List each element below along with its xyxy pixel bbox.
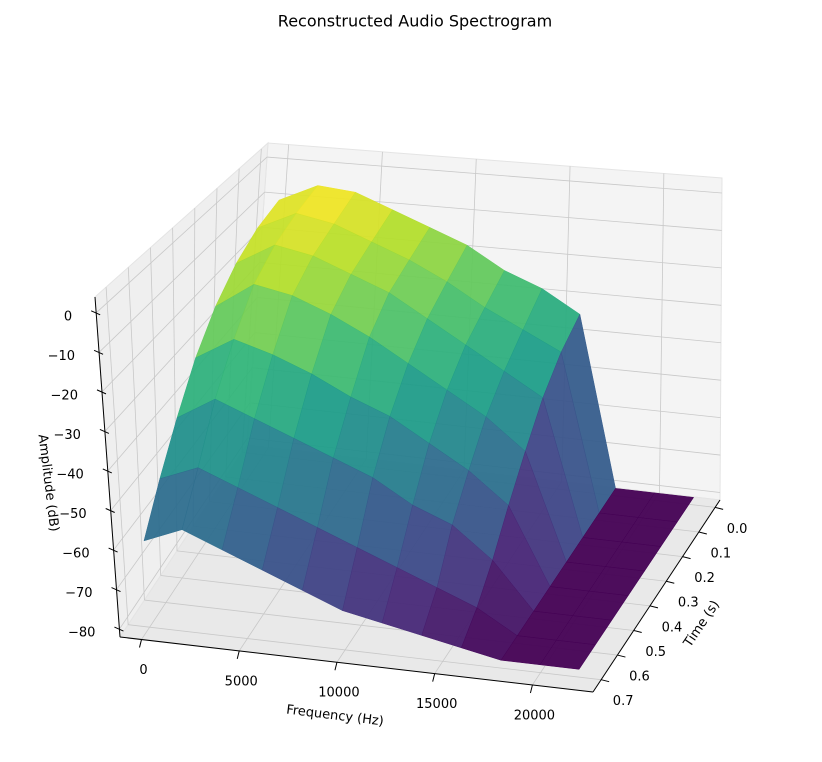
z-tick-label: −40 bbox=[56, 467, 83, 482]
axis-line bbox=[592, 499, 721, 693]
x-tick-label: 5000 bbox=[225, 674, 258, 689]
y-tick-label: 0.0 bbox=[727, 522, 748, 537]
tick-mark bbox=[601, 679, 610, 683]
grid-line bbox=[127, 267, 145, 601]
tick-mark bbox=[617, 654, 626, 658]
grid-line bbox=[95, 156, 268, 314]
y-tick-label: 0.7 bbox=[613, 694, 634, 709]
axis-line bbox=[119, 636, 594, 693]
grid-line bbox=[101, 227, 263, 393]
y-tick-label: 0.2 bbox=[694, 571, 715, 586]
x-tick-label: 20000 bbox=[514, 708, 555, 723]
tick-mark bbox=[334, 662, 338, 671]
x-tick-label: 15000 bbox=[416, 697, 457, 712]
tick-mark bbox=[432, 673, 436, 682]
y-tick-label: 0.3 bbox=[678, 596, 699, 611]
grid-line bbox=[128, 624, 602, 681]
y-tick-label: 0.1 bbox=[710, 547, 731, 562]
tick-mark bbox=[649, 605, 659, 609]
z-tick-label: −10 bbox=[48, 349, 75, 364]
tick-mark bbox=[682, 556, 691, 560]
tick-mark bbox=[698, 531, 707, 535]
z-tick-label: −60 bbox=[62, 547, 89, 562]
tick-mark bbox=[666, 580, 675, 584]
tick-mark bbox=[236, 650, 240, 659]
x-axis-label: Frequency (Hz) bbox=[285, 703, 384, 730]
grid-line bbox=[659, 173, 665, 493]
tick-mark bbox=[529, 684, 533, 694]
x-tick-label: 10000 bbox=[318, 686, 359, 701]
grid-line bbox=[98, 191, 265, 353]
y-tick-label: 0.4 bbox=[662, 620, 683, 635]
y-tick-label: 0.5 bbox=[645, 645, 666, 660]
surface-cell bbox=[539, 639, 596, 670]
grid-line bbox=[105, 287, 129, 625]
tick-mark bbox=[714, 506, 724, 510]
z-tick-label: −50 bbox=[59, 507, 86, 522]
x-tick-label: 0 bbox=[139, 663, 147, 678]
chart-title: Reconstructed Audio Spectrogram bbox=[278, 12, 552, 31]
z-tick-label: −70 bbox=[65, 586, 92, 601]
z-tick-label: −80 bbox=[68, 626, 95, 641]
z-tick-label: −30 bbox=[53, 428, 80, 443]
z-tick-label: −20 bbox=[51, 388, 78, 403]
z-axis-label: Amplitude (dB) bbox=[35, 433, 62, 532]
grid-line bbox=[266, 156, 722, 194]
axis-line bbox=[94, 296, 121, 638]
z-tick-label: 0 bbox=[64, 309, 72, 324]
y-tick-label: 0.6 bbox=[629, 670, 650, 685]
tick-mark bbox=[139, 639, 142, 648]
tick-mark bbox=[633, 629, 642, 633]
